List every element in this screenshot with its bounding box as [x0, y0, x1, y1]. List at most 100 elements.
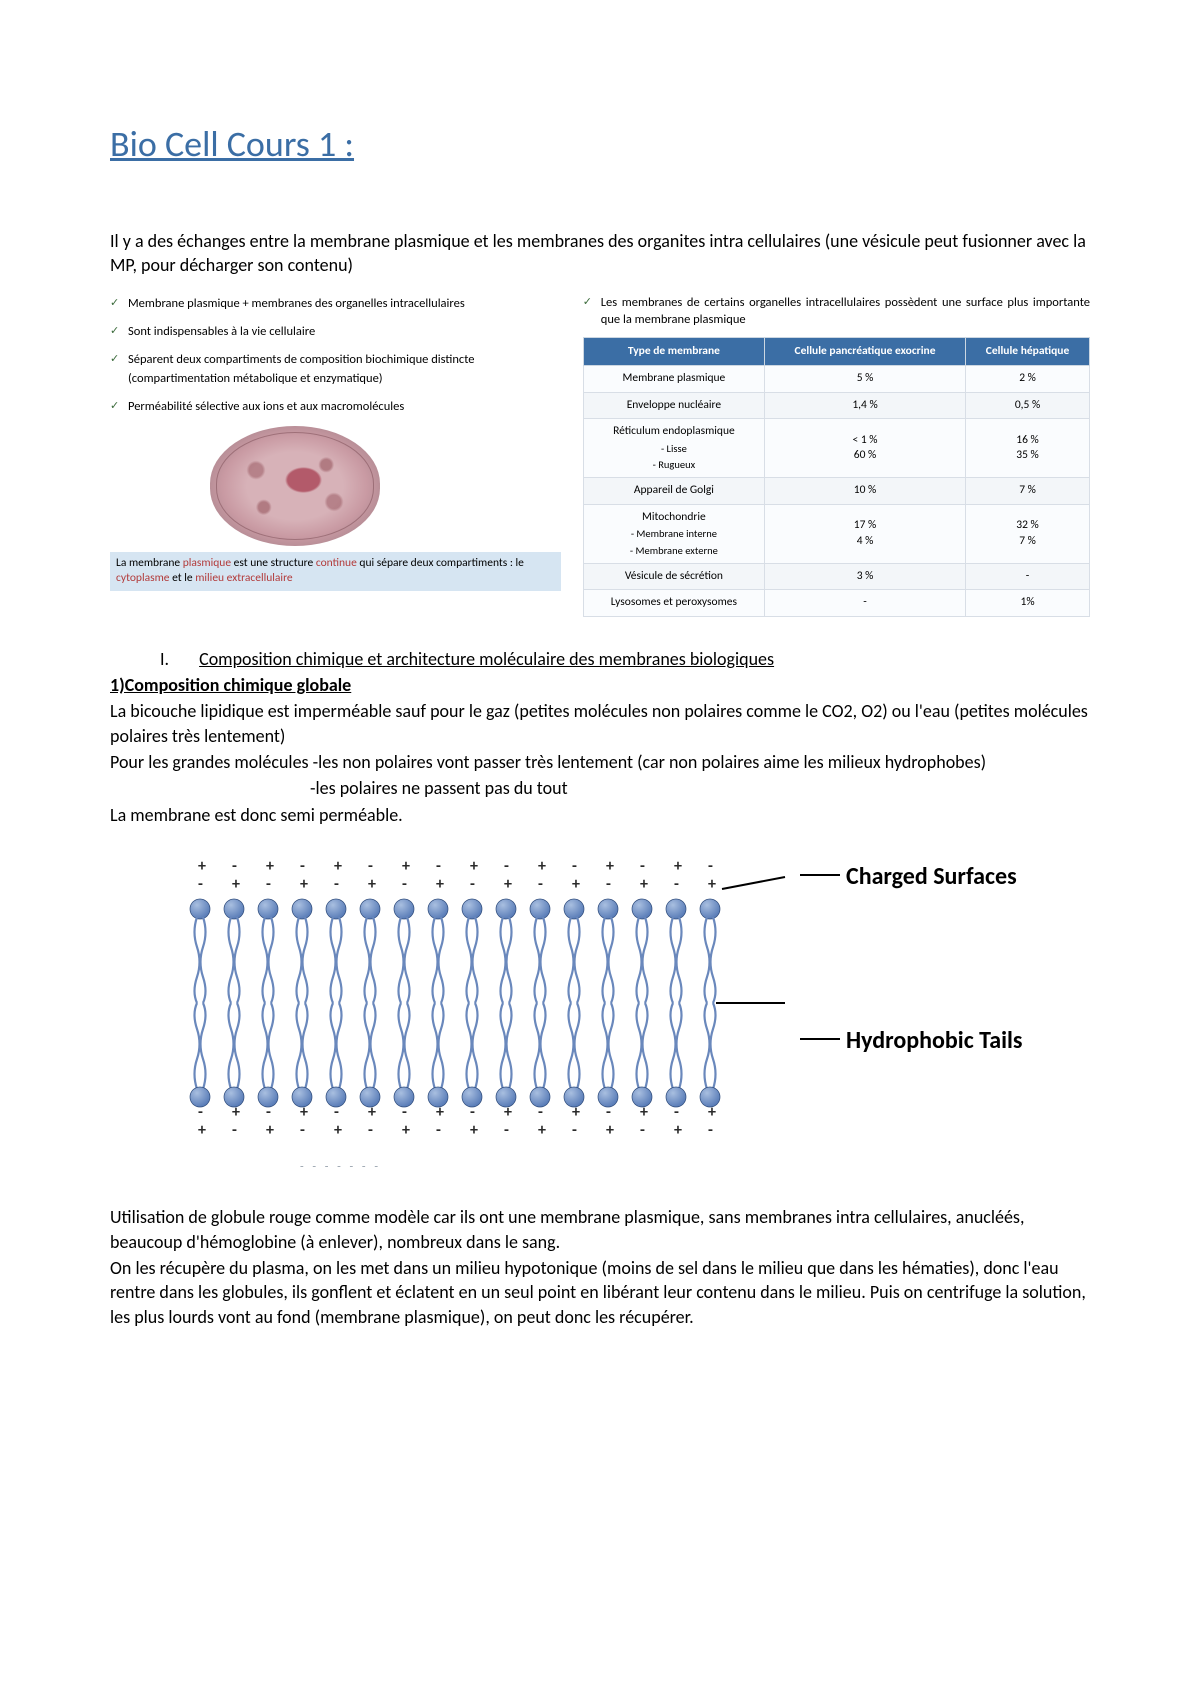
- svg-text:+: +: [368, 1103, 376, 1122]
- check-text: Perméabilité sélective aux ions et aux m…: [128, 399, 404, 414]
- table-cell: Membrane plasmique: [583, 366, 764, 393]
- table-cell: 32 %7 %: [966, 504, 1090, 563]
- svg-text:-: -: [538, 875, 543, 894]
- two-column-block: Membrane plasmique + membranes des organ…: [110, 295, 1090, 617]
- svg-text:-: -: [640, 857, 645, 876]
- svg-text:-: -: [266, 1103, 271, 1122]
- svg-text:-: -: [640, 1121, 645, 1140]
- bilayer-figure: +--+-++-+--+-++-+--+-++-+--+-++-+--+-++-…: [170, 853, 1090, 1175]
- cell-illustration: [210, 426, 380, 546]
- svg-text:+: +: [266, 1121, 274, 1140]
- right-intro: Les membranes de certains organelles int…: [583, 295, 1090, 329]
- check-item: Séparent deux compartiments de compositi…: [110, 351, 561, 387]
- table-header: Type de membrane: [583, 337, 764, 366]
- table-cell: Vésicule de sécrétion: [583, 563, 764, 590]
- table-cell: < 1 %60 %: [765, 419, 966, 478]
- table-cell: 10 %: [765, 478, 966, 505]
- svg-text:+: +: [708, 1103, 716, 1122]
- table-cell: -: [765, 590, 966, 617]
- svg-text:+: +: [436, 1103, 444, 1122]
- svg-text:-: -: [198, 875, 203, 894]
- svg-text:-: -: [334, 875, 339, 894]
- bilayer-label: Charged Surfaces: [800, 861, 1022, 893]
- svg-text:-: -: [470, 1103, 475, 1122]
- svg-text:-: -: [708, 1121, 713, 1140]
- section-heading: I. Composition chimique et architecture m…: [160, 647, 1090, 671]
- table-cell: 3 %: [765, 563, 966, 590]
- svg-text:+: +: [198, 857, 206, 876]
- table-cell: 17 %4 %: [765, 504, 966, 563]
- svg-text:+: +: [606, 1121, 614, 1140]
- table-cell: 7 %: [966, 478, 1090, 505]
- svg-text:-: -: [504, 857, 509, 876]
- svg-text:+: +: [300, 875, 308, 894]
- table-header: Cellule pancréatique exocrine: [765, 337, 966, 366]
- svg-text:-: -: [436, 1121, 441, 1140]
- svg-text:-: -: [334, 1103, 339, 1122]
- svg-text:+: +: [572, 1103, 580, 1122]
- table-cell: Réticulum endoplasmique- Lisse- Rugueux: [583, 419, 764, 478]
- svg-text:-: -: [606, 1103, 611, 1122]
- table-cell: Mitochondrie- Membrane interne- Membrane…: [583, 504, 764, 563]
- svg-text:+: +: [402, 1121, 410, 1140]
- svg-text:-: -: [572, 857, 577, 876]
- page-title: Bio Cell Cours 1 :: [110, 120, 1090, 169]
- table-header: Cellule hépatique: [966, 337, 1090, 366]
- membrane-table: Type de membrane Cellule pancréatique ex…: [583, 337, 1090, 617]
- svg-text:+: +: [538, 857, 546, 876]
- body-paragraph: Utilisation de globule rouge comme modèl…: [110, 1205, 1090, 1254]
- svg-text:+: +: [334, 857, 342, 876]
- table-cell: Appareil de Golgi: [583, 478, 764, 505]
- svg-text:+: +: [572, 875, 580, 894]
- svg-text:-: -: [368, 857, 373, 876]
- svg-text:+: +: [674, 857, 682, 876]
- right-column: Les membranes de certains organelles int…: [583, 295, 1090, 617]
- lipid-bilayer-diagram: +--+-++-+--+-++-+--+-++-+--+-++-+--+-++-…: [170, 853, 790, 1153]
- table-cell: Enveloppe nucléaire: [583, 392, 764, 419]
- decorative-dots: - - - - - - -: [300, 1159, 790, 1175]
- footnote-highlight: milieu extracellulaire: [195, 571, 292, 585]
- svg-text:-: -: [572, 1121, 577, 1140]
- svg-text:+: +: [232, 875, 240, 894]
- svg-text:-: -: [674, 1103, 679, 1122]
- table-cell: 0,5 %: [966, 392, 1090, 419]
- svg-text:-: -: [300, 857, 305, 876]
- svg-text:-: -: [198, 1103, 203, 1122]
- svg-text:+: +: [504, 1103, 512, 1122]
- svg-text:+: +: [334, 1121, 342, 1140]
- svg-text:+: +: [606, 857, 614, 876]
- table-cell: 5 %: [765, 366, 966, 393]
- svg-text:-: -: [232, 1121, 237, 1140]
- check-item: Perméabilité sélective aux ions et aux m…: [110, 398, 561, 416]
- svg-text:-: -: [300, 1121, 305, 1140]
- svg-text:+: +: [266, 857, 274, 876]
- svg-text:+: +: [198, 1121, 206, 1140]
- svg-text:-: -: [470, 875, 475, 894]
- roman-numeral: I.: [160, 648, 169, 670]
- svg-text:+: +: [674, 1121, 682, 1140]
- svg-text:+: +: [300, 1103, 308, 1122]
- check-item: Membrane plasmique + membranes des organ…: [110, 295, 561, 313]
- footnote-part: qui sépare deux compartiments : le: [357, 556, 524, 570]
- footnote-highlight: plasmique: [183, 556, 231, 570]
- section-title: Composition chimique et architecture mol…: [199, 648, 774, 670]
- svg-text:+: +: [470, 857, 478, 876]
- body-paragraph: -les polaires ne passent pas du tout: [310, 776, 1090, 800]
- bilayer-label: Hydrophobic Tails: [800, 1025, 1022, 1057]
- sub-heading: 1)Composition chimique globale: [110, 673, 1090, 697]
- svg-text:-: -: [232, 857, 237, 876]
- svg-text:-: -: [674, 875, 679, 894]
- svg-text:-: -: [538, 1103, 543, 1122]
- footnote-part: La membrane: [116, 556, 183, 570]
- svg-text:-: -: [606, 875, 611, 894]
- footnote-highlight: cytoplasme: [116, 571, 170, 585]
- svg-text:-: -: [504, 1121, 509, 1140]
- footnote-box: La membrane plasmique est une structure …: [110, 552, 561, 591]
- footnote-part: et le: [170, 571, 196, 585]
- svg-text:-: -: [708, 857, 713, 876]
- svg-text:+: +: [470, 1121, 478, 1140]
- footnote-part: est une structure: [231, 556, 316, 570]
- body-paragraph: La membrane est donc semi perméable.: [110, 803, 1090, 827]
- body-paragraph: La bicouche lipidique est imperméable sa…: [110, 699, 1090, 748]
- body-paragraph: On les récupère du plasma, on les met da…: [110, 1256, 1090, 1329]
